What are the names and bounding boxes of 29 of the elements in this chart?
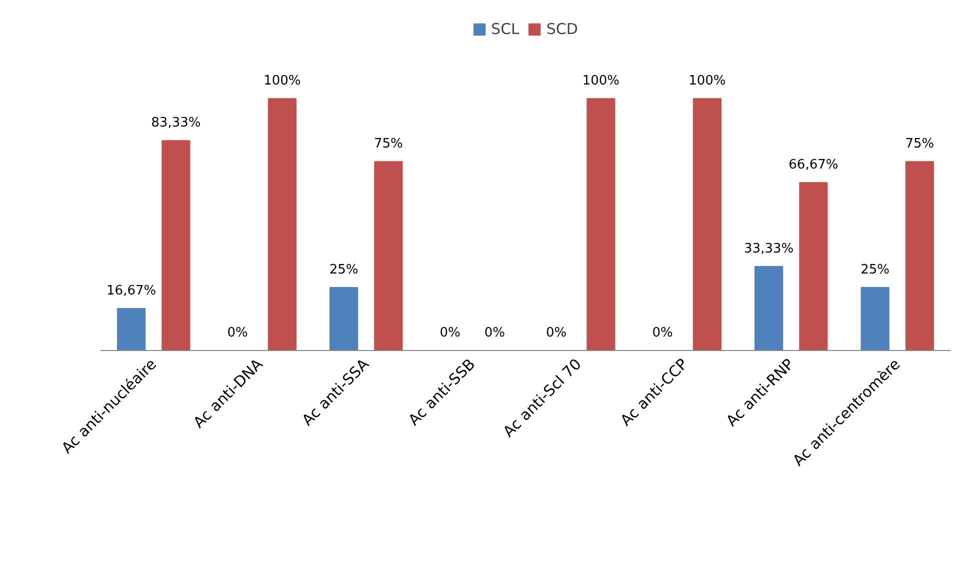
data-label: 33,33% — [744, 241, 794, 256]
data-label: 100% — [688, 74, 726, 89]
bar — [374, 161, 403, 350]
bar — [586, 98, 616, 350]
bar — [860, 287, 890, 350]
bar — [754, 266, 784, 350]
data-label: 75% — [374, 136, 403, 152]
bar — [162, 140, 190, 350]
data-label: 75% — [905, 136, 934, 152]
bar — [117, 308, 146, 350]
data-label: 25% — [860, 262, 890, 278]
data-label: 0% — [227, 325, 248, 340]
data-label: 100% — [582, 74, 620, 89]
data-label: 66,67% — [788, 158, 838, 173]
data-label: 0% — [440, 325, 460, 340]
data-label: 100% — [264, 74, 301, 89]
bar — [268, 98, 296, 350]
data-label: 83,33% — [151, 116, 201, 131]
data-label: 0% — [484, 325, 505, 340]
data-label: 0% — [652, 325, 673, 340]
bar — [692, 98, 722, 350]
data-label: 16,67% — [106, 283, 156, 298]
data-label: 25% — [329, 262, 358, 278]
bar — [799, 182, 828, 350]
bar — [905, 161, 934, 350]
data-label: 0% — [546, 325, 567, 340]
legend-label: SCD — [546, 20, 578, 38]
legend-label: SCL — [491, 20, 520, 38]
bar — [330, 287, 358, 350]
